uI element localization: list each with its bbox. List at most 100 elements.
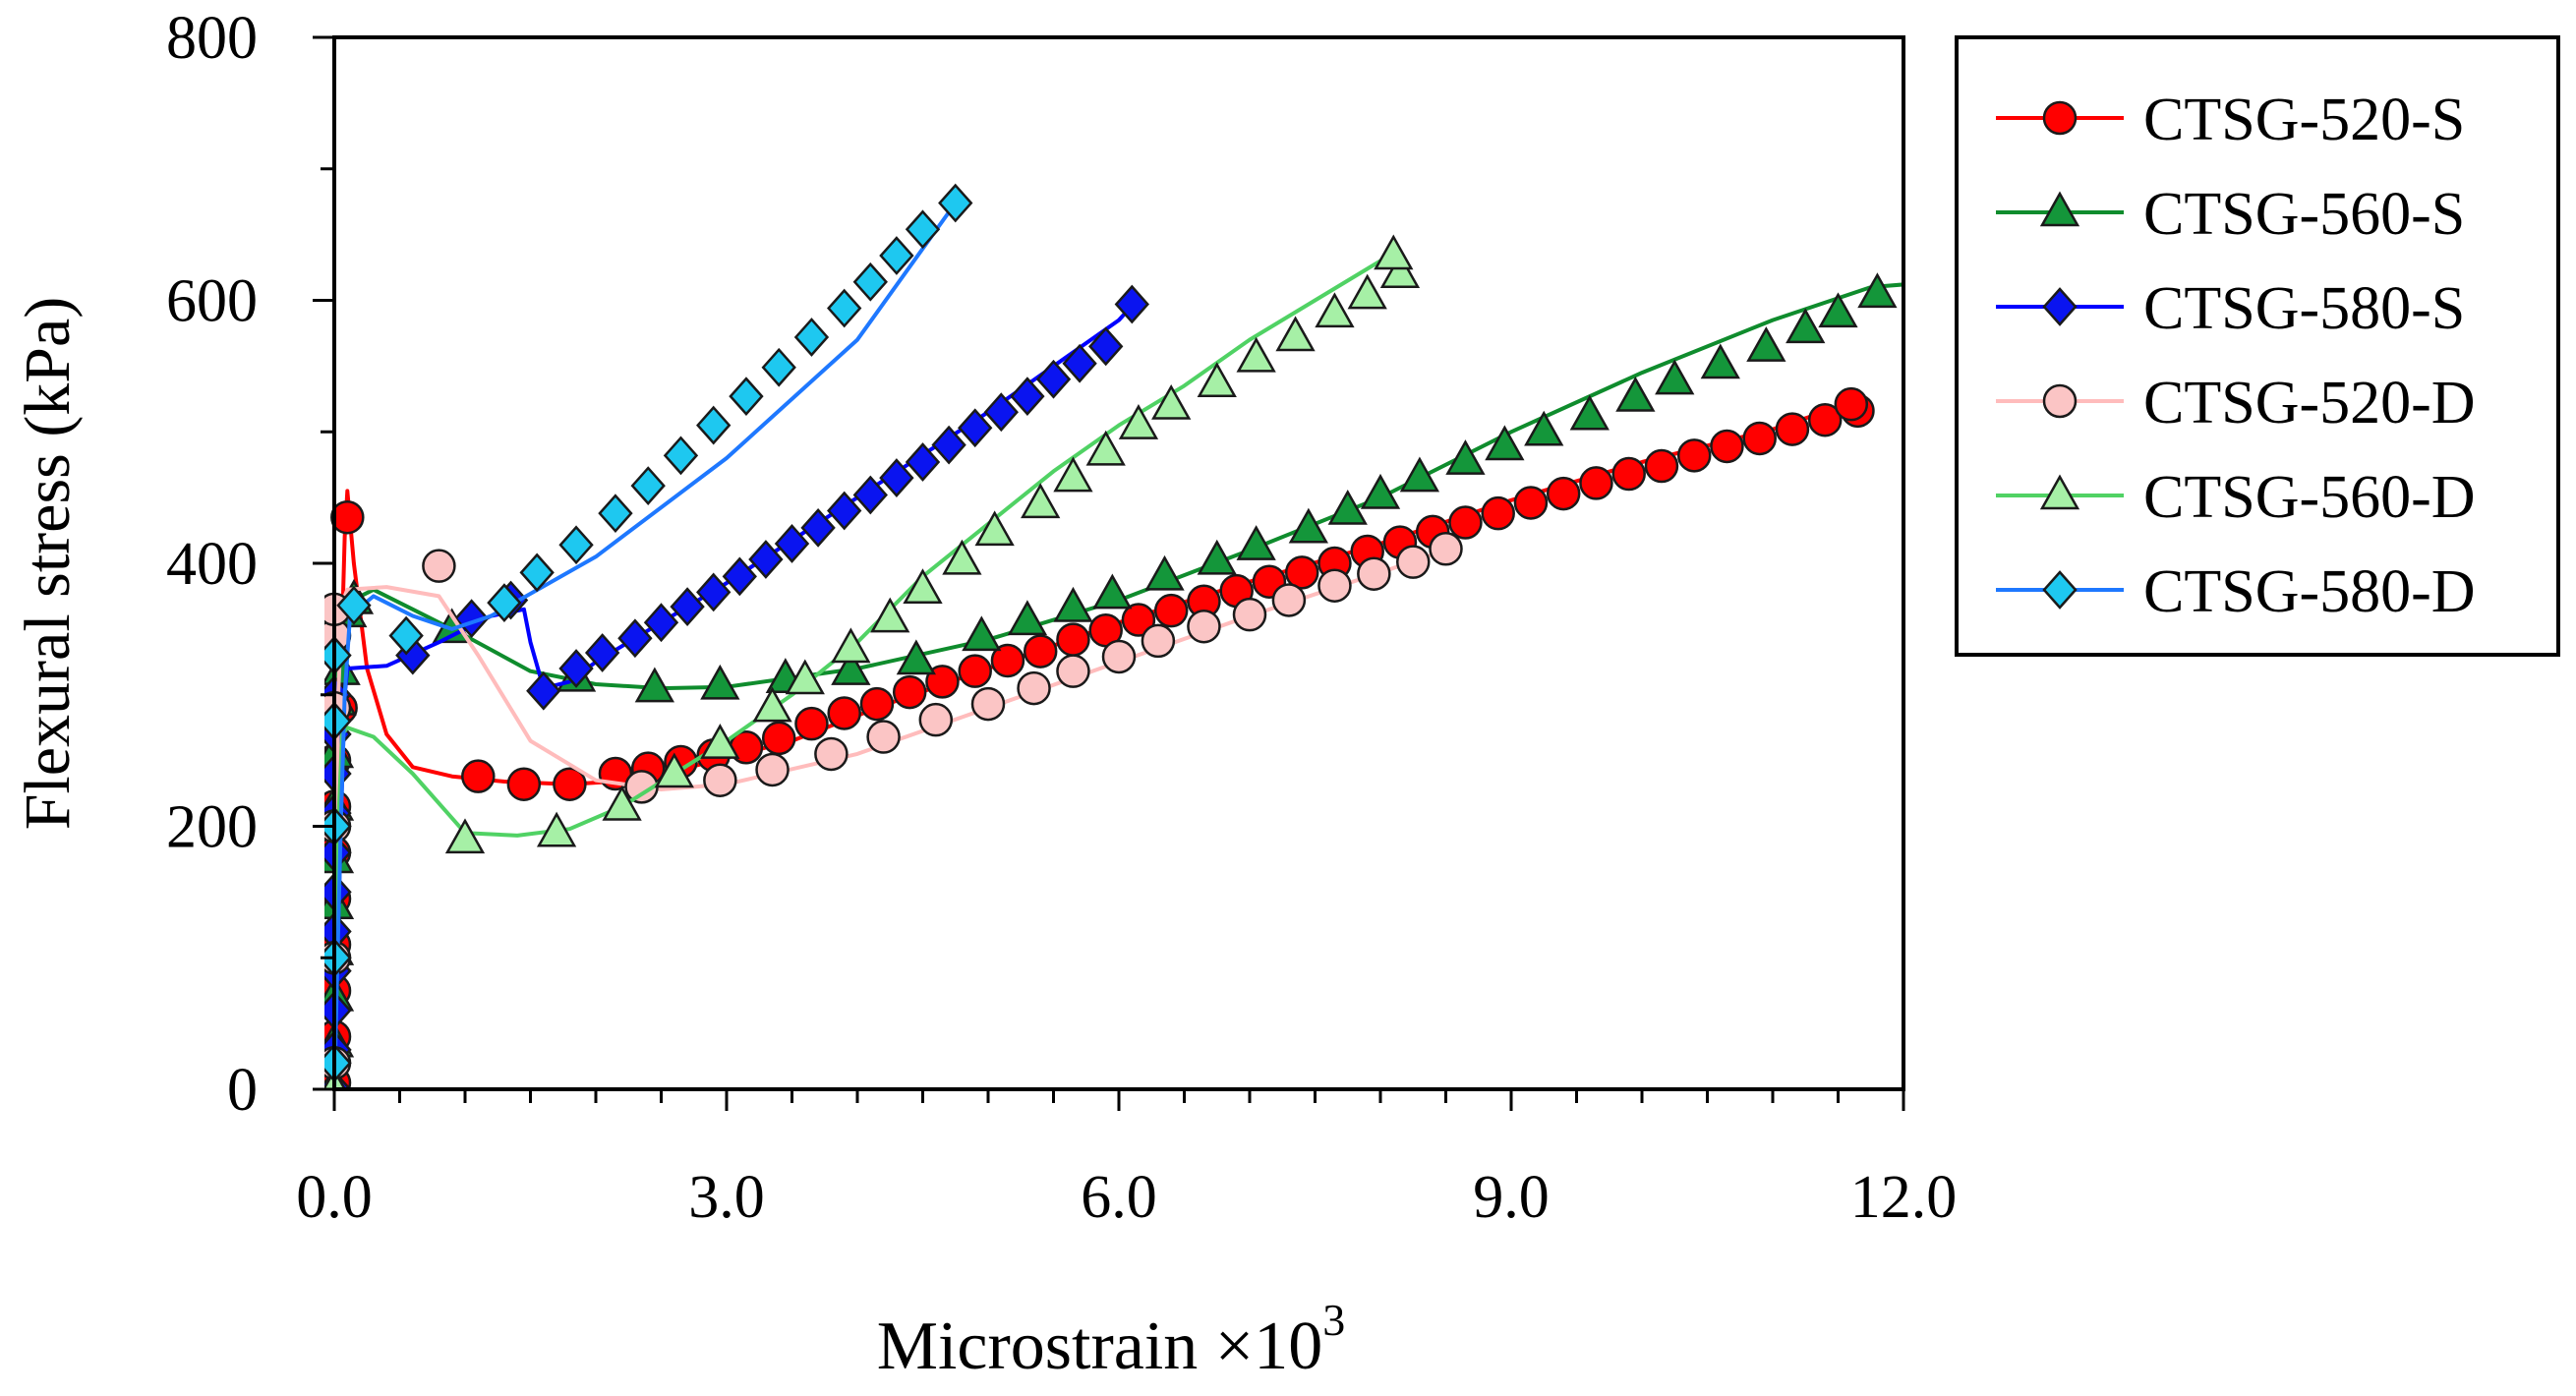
legend-marker-ctsg-560-s xyxy=(2039,191,2080,227)
data-point-ctsg-520-d xyxy=(1017,670,1051,706)
data-point-ctsg-580-d xyxy=(598,494,633,534)
data-point-ctsg-580-s xyxy=(526,670,561,711)
data-point-ctsg-520-d xyxy=(422,549,456,583)
data-point-ctsg-520-s xyxy=(1644,448,1679,484)
data-point-ctsg-560-d xyxy=(444,818,486,854)
data-point-ctsg-560-d xyxy=(1118,404,1159,439)
data-point-ctsg-560-d xyxy=(785,659,825,695)
data-point-ctsg-560-d xyxy=(1347,273,1387,310)
legend-label-ctsg-520-s: CTSG-520-S xyxy=(2143,87,2465,153)
data-point-ctsg-560-d xyxy=(831,627,871,664)
legend-marker-ctsg-580-d xyxy=(2042,570,2078,610)
data-point-ctsg-560-s xyxy=(1655,359,1695,395)
data-point-ctsg-560-d xyxy=(1053,456,1093,493)
data-point-ctsg-580-s xyxy=(958,408,993,448)
data-point-ctsg-520-s xyxy=(1056,622,1090,657)
data-point-ctsg-560-s xyxy=(1569,394,1610,431)
data-point-ctsg-520-d xyxy=(1271,583,1307,617)
legend-label-ctsg-560-d: CTSG-560-D xyxy=(2143,464,2476,531)
data-point-ctsg-560-d xyxy=(1275,316,1316,352)
data-point-ctsg-560-s xyxy=(896,639,936,675)
data-point-ctsg-520-d xyxy=(1187,609,1221,644)
data-point-ctsg-580-s xyxy=(1062,343,1097,383)
data-point-ctsg-560-d xyxy=(1379,253,1421,288)
series-line-ctsg-560-d xyxy=(332,254,1395,1089)
data-point-ctsg-520-d xyxy=(970,686,1006,722)
y-tick-label: 0 xyxy=(227,1057,258,1124)
x-tick-label: 3.0 xyxy=(688,1164,765,1231)
data-point-ctsg-560-s xyxy=(1524,410,1564,446)
data-point-ctsg-520-s xyxy=(1513,486,1549,520)
data-point-ctsg-560-d xyxy=(1021,483,1061,519)
data-point-ctsg-520-d xyxy=(1101,639,1137,674)
data-point-ctsg-580-s xyxy=(827,491,862,531)
y-axis-label: Flexural stress (kPa) xyxy=(12,297,84,831)
series-ctsg-520-s xyxy=(324,386,1875,1089)
y-tick-label: 200 xyxy=(166,794,258,861)
data-point-ctsg-520-s xyxy=(859,686,895,722)
data-point-ctsg-520-s xyxy=(1579,466,1613,500)
data-point-ctsg-580-d xyxy=(938,183,973,223)
series-ctsg-520-d xyxy=(324,532,1463,1089)
data-point-ctsg-580-s xyxy=(905,442,941,482)
data-point-ctsg-560-d xyxy=(536,811,577,847)
data-point-ctsg-520-d xyxy=(755,752,790,787)
data-point-ctsg-520-s xyxy=(958,654,992,688)
series-layer xyxy=(324,183,1902,1089)
data-point-ctsg-560-d xyxy=(903,568,943,604)
data-point-ctsg-520-s xyxy=(1611,456,1646,492)
data-point-ctsg-580-s xyxy=(748,540,784,579)
data-point-ctsg-520-d xyxy=(1056,654,1090,688)
data-point-ctsg-520-d xyxy=(918,702,954,737)
data-point-ctsg-520-s xyxy=(761,721,796,756)
data-point-ctsg-580-d xyxy=(793,318,830,357)
data-point-ctsg-520-d xyxy=(866,720,901,754)
data-point-ctsg-560-s xyxy=(634,667,674,703)
data-point-ctsg-560-s xyxy=(1327,489,1368,525)
data-point-ctsg-580-s xyxy=(617,618,653,659)
data-point-ctsg-580-d xyxy=(487,583,522,623)
data-point-ctsg-580-d xyxy=(827,288,862,328)
series-line-ctsg-520-s xyxy=(332,400,1852,1089)
legend-marker-ctsg-520-s xyxy=(2042,100,2078,136)
data-point-ctsg-520-s xyxy=(1807,402,1843,437)
legend-marker-ctsg-520-d xyxy=(2042,383,2078,419)
data-point-ctsg-580-s xyxy=(584,633,620,672)
data-point-ctsg-560-s xyxy=(1857,272,1898,309)
data-point-ctsg-560-s xyxy=(1288,507,1328,544)
data-point-ctsg-560-d xyxy=(1236,336,1276,373)
data-point-ctsg-520-d xyxy=(1396,545,1431,579)
data-point-ctsg-560-d xyxy=(1197,362,1237,398)
legend-item-ctsg-580-s: CTSG-580-S xyxy=(1996,275,2465,342)
data-point-ctsg-520-d xyxy=(1357,556,1391,591)
data-point-ctsg-580-d xyxy=(336,585,372,625)
data-point-ctsg-560-d xyxy=(1374,234,1414,270)
data-point-ctsg-520-s xyxy=(827,696,861,730)
data-point-ctsg-580-d xyxy=(905,209,941,250)
data-point-ctsg-560-s xyxy=(1746,326,1786,362)
data-point-ctsg-560-d xyxy=(974,510,1015,547)
data-point-ctsg-560-d xyxy=(752,686,792,723)
data-point-ctsg-560-s xyxy=(1485,425,1525,461)
data-point-ctsg-520-s xyxy=(1121,603,1156,637)
x-tick-label: 6.0 xyxy=(1081,1164,1157,1231)
data-point-ctsg-580-s xyxy=(696,572,732,612)
data-point-ctsg-580-s xyxy=(774,524,810,563)
data-point-ctsg-520-s xyxy=(553,767,587,801)
data-point-ctsg-520-s xyxy=(330,499,365,535)
data-point-ctsg-520-s xyxy=(794,706,829,741)
data-point-ctsg-560-s xyxy=(1144,554,1185,591)
y-tick-label: 800 xyxy=(166,5,258,72)
x-tick-label: 9.0 xyxy=(1473,1164,1550,1231)
x-axis-label: Microstrain ×103 xyxy=(877,1295,1346,1384)
legend: CTSG-520-S CTSG-560-S CTSG-580-S CTSG-520-D… xyxy=(1955,35,2560,657)
legend-marker-ctsg-580-s xyxy=(2042,287,2078,326)
data-point-ctsg-560-s xyxy=(831,650,871,685)
data-point-ctsg-580-s xyxy=(800,508,836,548)
data-point-ctsg-520-s xyxy=(1481,495,1515,531)
data-point-ctsg-580-s xyxy=(643,603,679,643)
data-point-ctsg-560-s xyxy=(962,615,1002,652)
data-point-ctsg-520-d xyxy=(1232,597,1267,632)
data-point-ctsg-520-s xyxy=(461,759,496,793)
